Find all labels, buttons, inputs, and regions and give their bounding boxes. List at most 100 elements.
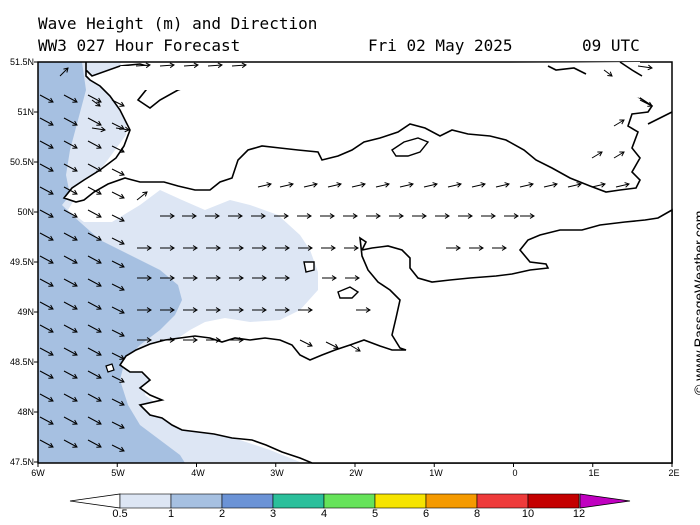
- wave-arrow: [63, 94, 78, 103]
- wave-arrow: [39, 416, 54, 425]
- wave-arrow: [399, 182, 414, 188]
- wave-arrow: [63, 232, 78, 241]
- island-guernsey: [303, 261, 315, 273]
- wave-arrow: [469, 245, 484, 251]
- wave-arrow: [87, 439, 102, 448]
- wave-arrow: [63, 278, 78, 287]
- coastline-england-top-edge: [547, 61, 673, 125]
- wave-arrow: [63, 370, 78, 379]
- isle-of-wight: [391, 137, 430, 157]
- wave-arrow: [228, 213, 243, 219]
- wave-arrow: [39, 186, 54, 195]
- wave-arrow: [231, 62, 247, 69]
- wave-arrow: [39, 324, 54, 333]
- wave-arrow: [615, 182, 630, 188]
- colorbar-cell: [119, 493, 172, 509]
- wave-arrow: [345, 275, 360, 281]
- wave-arrow: [87, 301, 102, 310]
- island-ushant: [105, 363, 115, 373]
- wave-arrow: [136, 191, 148, 201]
- wave-arrow: [63, 393, 78, 402]
- wave-arrow: [435, 213, 450, 219]
- wave-arrow: [495, 182, 510, 188]
- wave-arrow: [229, 275, 244, 281]
- lon-label: 2W: [349, 468, 363, 478]
- wave-arrow: [446, 245, 461, 251]
- wave-arrow: [447, 182, 462, 188]
- england-inland: [120, 62, 640, 98]
- wave-arrow: [137, 337, 152, 343]
- colorbar-cell: [374, 493, 427, 509]
- wave-arrow: [87, 393, 102, 402]
- colorbar-low-triangle: [69, 493, 121, 509]
- lon-label: 6W: [31, 468, 45, 478]
- wave-arrow: [87, 163, 102, 172]
- wave-arrow: [63, 324, 78, 333]
- wave-arrow: [87, 324, 102, 333]
- graticule-ticks: [34, 61, 673, 467]
- lat-label: 49N: [17, 307, 34, 317]
- wave-arrow: [39, 370, 54, 379]
- wave-arrow: [63, 301, 78, 310]
- lat-label: 47.5N: [9, 457, 34, 467]
- wave-arrow: [251, 213, 266, 219]
- wave-arrow: [351, 182, 366, 188]
- lon-label: 3W: [270, 468, 284, 478]
- wave-arrow: [327, 182, 342, 188]
- lon-label: 5W: [111, 468, 125, 478]
- wave-arrow: [344, 245, 359, 251]
- wave-arrow: [356, 307, 371, 313]
- wave-arrow: [111, 421, 125, 429]
- wave-arrow: [504, 213, 519, 219]
- wave-arrow: [87, 416, 102, 425]
- colorbar-label: 6: [422, 508, 430, 520]
- wave-arrow: [471, 182, 486, 188]
- lat-label: 48N: [17, 407, 34, 417]
- colorbar-label: 1: [167, 508, 175, 520]
- wave-arrow: [297, 213, 312, 219]
- wave-arrow: [183, 307, 198, 313]
- wave-arrow: [183, 337, 198, 343]
- wave-arrow: [91, 126, 106, 133]
- wave-arrow: [111, 168, 125, 176]
- wave-arrow: [87, 232, 102, 241]
- wave-arrow: [206, 337, 221, 343]
- wave-arrow: [39, 209, 54, 218]
- wave-arrow: [412, 213, 427, 219]
- wave-arrow: [39, 347, 54, 356]
- wave-arrow: [39, 278, 54, 287]
- colorbar-high-triangle: [579, 493, 631, 509]
- wave-arrow: [252, 245, 267, 251]
- wave-arrow: [160, 307, 175, 313]
- wave-arrow: [613, 119, 625, 127]
- wave-arrow: [39, 117, 54, 126]
- colorbar-label: 3: [269, 508, 277, 520]
- wave-arrow: [543, 182, 558, 188]
- wave-arrow: [275, 245, 290, 251]
- coastline-france: [118, 208, 673, 464]
- wave-arrow: [111, 145, 125, 153]
- wave-arrow: [183, 62, 199, 69]
- wave-arrow: [567, 182, 582, 188]
- wave-arrow: [137, 307, 152, 313]
- wave-arrow: [160, 245, 175, 251]
- wave-arrow: [39, 232, 54, 241]
- wave-arrow: [137, 245, 152, 251]
- wave-arrow: [325, 341, 339, 349]
- wave-arrow: [322, 275, 337, 281]
- wave-arrow: [135, 62, 151, 69]
- wave-direction-arrows: [39, 62, 653, 452]
- wave-arrow: [111, 329, 125, 337]
- wave-arrow: [639, 99, 653, 107]
- wave-arrow: [257, 182, 272, 188]
- wave-arrow: [229, 337, 244, 343]
- wave-arrow: [115, 126, 130, 133]
- wave-arrow: [111, 352, 125, 360]
- wave-arrow: [87, 209, 102, 218]
- wave-arrow: [603, 69, 613, 77]
- lat-label: 48.5N: [9, 357, 34, 367]
- wave-arrow: [63, 439, 78, 448]
- colorbar-label: 4: [320, 508, 328, 520]
- lon-label: 0: [512, 468, 518, 478]
